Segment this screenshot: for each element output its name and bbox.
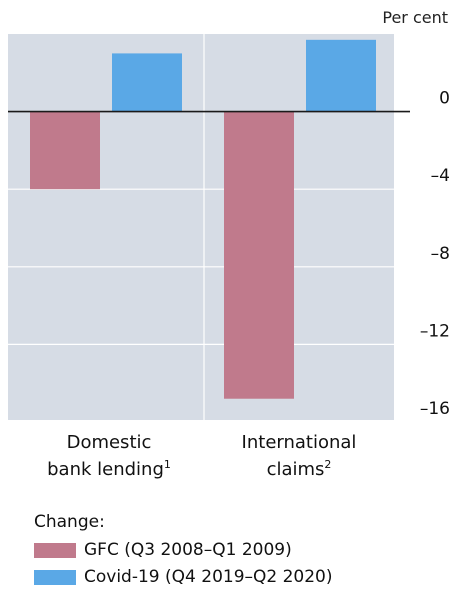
legend-item-covid: Covid-19 (Q4 2019–Q2 2020): [34, 565, 333, 589]
y-tick-label: 0: [439, 89, 450, 109]
y-tick-label: –4: [431, 166, 450, 186]
y-tick-label: –16: [420, 399, 450, 419]
y-tick-label: –8: [431, 244, 450, 264]
bar-chart: 0 –4 –8 –12 –16: [8, 34, 450, 420]
legend-title: Change:: [34, 512, 105, 532]
legend-item-gfc: GFC (Q3 2008–Q1 2009): [34, 538, 333, 562]
footnote-marker: 2: [324, 458, 332, 471]
y-tick-label: –12: [420, 321, 450, 341]
category-line2: bank lending: [47, 459, 164, 480]
category-line1: Domestic: [66, 432, 152, 453]
bar-gfc-1: [224, 111, 294, 399]
category-label-international: International claims2: [214, 432, 384, 481]
bars: [8, 39, 410, 399]
legend: Change: GFC (Q3 2008–Q1 2009) Covid-19 (…: [34, 512, 333, 592]
bar-covid-1: [306, 39, 376, 112]
category-line2: claims: [266, 459, 325, 480]
legend-swatch-covid: [34, 569, 76, 585]
legend-label-covid: Covid-19 (Q4 2019–Q2 2020): [84, 567, 333, 587]
legend-swatch-gfc: [34, 542, 76, 558]
legend-label-gfc: GFC (Q3 2008–Q1 2009): [84, 540, 292, 560]
footnote-marker: 1: [163, 458, 171, 471]
bar-covid-0: [112, 53, 182, 112]
category-line1: International: [241, 432, 357, 453]
y-axis-unit-label: Per cent: [382, 8, 448, 27]
bar-gfc-0: [30, 111, 100, 190]
category-label-domestic: Domestic bank lending1: [24, 432, 194, 481]
y-axis: 0 –4 –8 –12 –16: [420, 89, 450, 419]
